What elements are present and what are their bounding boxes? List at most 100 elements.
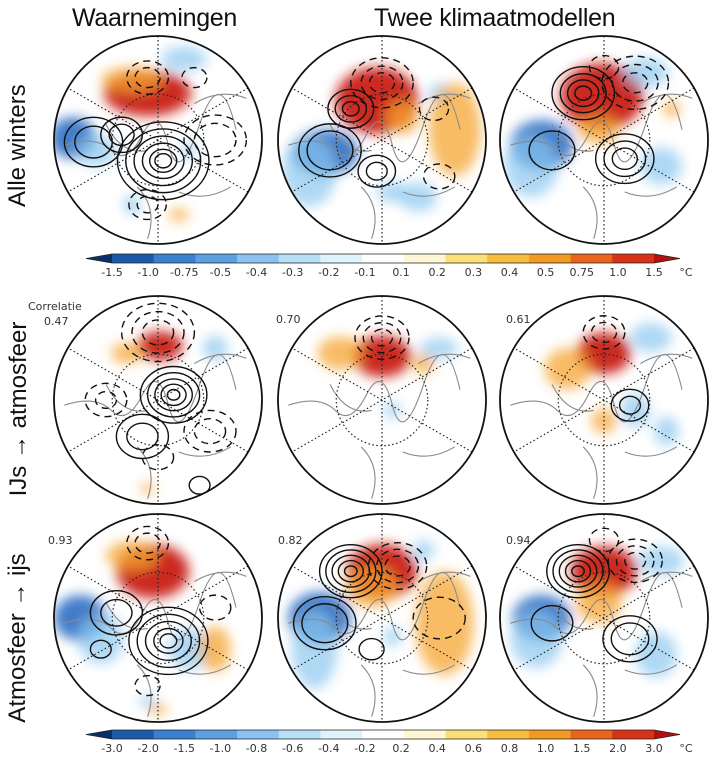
positive-contour bbox=[341, 101, 360, 117]
coastline bbox=[510, 93, 693, 239]
warm-anomaly bbox=[111, 342, 143, 364]
cold-anomaly bbox=[420, 337, 458, 359]
positive-contour bbox=[116, 121, 210, 201]
positive-contour bbox=[357, 154, 397, 188]
colorbar-segment bbox=[320, 730, 363, 739]
cold-anomaly bbox=[635, 631, 677, 678]
colorbar-tick-label: -1.5 bbox=[101, 266, 122, 279]
positive-contour bbox=[610, 388, 650, 422]
positive-contour bbox=[166, 388, 181, 401]
negative-contour bbox=[412, 596, 466, 640]
positive-contour bbox=[89, 590, 144, 636]
coastline bbox=[64, 353, 247, 499]
positive-contour bbox=[611, 147, 638, 171]
positive-contour bbox=[337, 559, 364, 583]
colorbar-segment bbox=[278, 254, 321, 263]
colorbar-segment bbox=[362, 254, 405, 263]
negative-contour bbox=[126, 525, 170, 561]
colorbar-segment bbox=[403, 254, 447, 263]
latitude-circle bbox=[111, 571, 205, 665]
warm-anomaly bbox=[578, 115, 620, 145]
colorbar-segment bbox=[528, 730, 572, 739]
positive-contour bbox=[146, 371, 201, 418]
negative-contour bbox=[615, 545, 655, 577]
polar-map bbox=[53, 35, 263, 245]
positive-contour bbox=[160, 383, 187, 407]
negative-contour bbox=[362, 321, 402, 354]
warm-anomaly bbox=[415, 571, 474, 676]
colorbar-extend-min bbox=[86, 730, 112, 739]
map-boundary bbox=[53, 513, 263, 723]
colorbar-segment bbox=[612, 730, 655, 739]
positive-contour bbox=[133, 135, 194, 187]
cold-anomaly bbox=[630, 323, 672, 353]
column-header-models: Twee klimaatmodellen bbox=[374, 4, 616, 32]
meridian-line bbox=[291, 347, 473, 453]
colorbar-tick-label: 0.2 bbox=[428, 266, 446, 279]
colorbar-tick-label: -3.0 bbox=[101, 742, 122, 755]
negative-contour bbox=[198, 594, 232, 621]
positive-contour bbox=[153, 627, 184, 654]
coastline bbox=[510, 571, 693, 717]
warm-anomaly bbox=[317, 336, 364, 370]
negative-contour bbox=[418, 96, 450, 122]
negative-contour bbox=[126, 60, 170, 95]
map-boundary bbox=[277, 35, 487, 245]
colorbar-tick-label: 3.0 bbox=[645, 742, 663, 755]
colorbar-extend-max bbox=[654, 730, 680, 739]
colorbar-segment bbox=[320, 254, 363, 263]
colorbar-segment bbox=[153, 254, 196, 263]
colorbar-segment bbox=[570, 254, 613, 263]
colorbar-tick-label: 1.0 bbox=[609, 266, 627, 279]
colorbar-segment bbox=[487, 254, 530, 263]
correlation-value: 0.70 bbox=[276, 313, 301, 326]
positive-contour bbox=[159, 633, 178, 649]
warm-anomaly bbox=[149, 703, 167, 716]
negative-contour bbox=[384, 555, 411, 577]
coastline bbox=[510, 353, 693, 499]
positive-contour bbox=[148, 148, 178, 173]
positive-contour bbox=[528, 130, 576, 171]
cold-anomaly bbox=[123, 194, 141, 215]
colorbar-segment bbox=[445, 730, 488, 739]
positive-contour bbox=[558, 554, 598, 588]
negative-contour bbox=[590, 321, 618, 344]
positive-contour bbox=[100, 598, 133, 627]
colorbar-tick-label: -2.0 bbox=[137, 742, 158, 755]
positive-contour bbox=[594, 133, 655, 185]
cold-anomaly bbox=[161, 46, 207, 72]
positive-contour bbox=[546, 543, 610, 599]
latitude-circle bbox=[335, 353, 429, 447]
positive-contour bbox=[365, 161, 388, 181]
colorbar-segment bbox=[362, 730, 405, 739]
positive-contour bbox=[564, 559, 592, 583]
positive-contour bbox=[571, 565, 585, 578]
colorbar-tick-label: 2.0 bbox=[609, 742, 627, 755]
positive-contour bbox=[100, 116, 144, 154]
colorbar-tick-label: -1.0 bbox=[210, 742, 231, 755]
latitude-circle bbox=[557, 93, 651, 187]
colorbar-segment bbox=[237, 254, 280, 263]
map-boundary bbox=[53, 35, 263, 245]
negative-contour bbox=[183, 114, 248, 166]
negative-contour bbox=[193, 418, 227, 445]
negative-contour bbox=[354, 315, 410, 360]
colorbar-segment bbox=[237, 730, 280, 739]
warm-anomaly bbox=[199, 626, 231, 673]
positive-contour bbox=[318, 543, 383, 599]
colorbar-tick-label: 0.8 bbox=[501, 742, 519, 755]
colorbar-tick-label: 0.1 bbox=[392, 266, 410, 279]
negative-contour bbox=[94, 390, 118, 410]
negative-contour bbox=[136, 195, 159, 214]
cold-anomaly bbox=[282, 135, 337, 207]
colorbar-segment bbox=[112, 254, 155, 263]
positive-contour bbox=[603, 140, 647, 178]
colorbar-tick-label: 0.4 bbox=[501, 266, 519, 279]
meridian-line bbox=[291, 565, 473, 671]
latitude-circle bbox=[335, 93, 429, 187]
colorbar-tick-label: -1.0 bbox=[137, 266, 158, 279]
polar-map bbox=[499, 513, 709, 723]
positive-contour bbox=[552, 549, 604, 594]
cold-anomaly bbox=[202, 335, 228, 361]
negative-contour bbox=[350, 57, 414, 109]
